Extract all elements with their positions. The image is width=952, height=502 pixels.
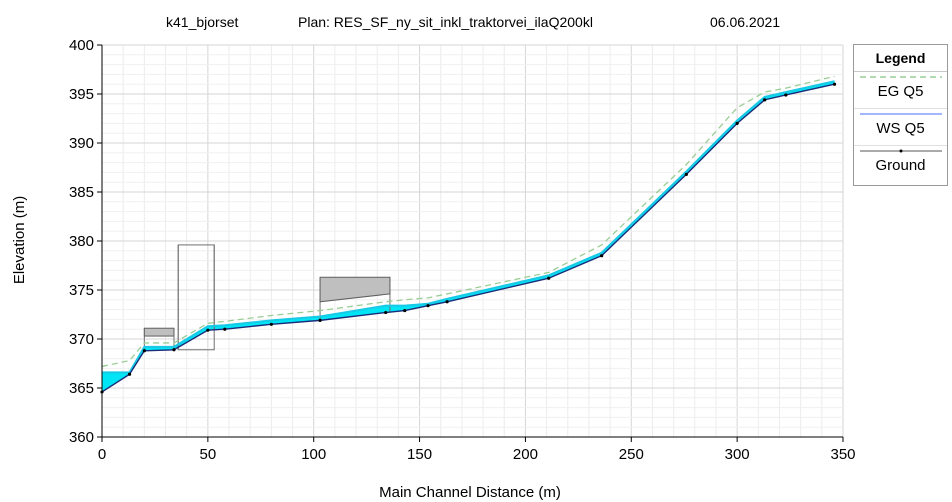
chart-title: k41_bjorset Plan: RES_SF_ny_sit_inkl_trak… [166,14,780,30]
legend-swatch-ws [860,113,942,115]
legend-label-ws: WS Q5 [876,120,925,137]
grid [101,44,844,438]
y-axis-label: Elevation (m) [11,196,28,284]
structure-deck [177,244,215,351]
ground-point [735,121,739,125]
ground-point [127,372,132,376]
x-tick-label: 200 [513,446,538,463]
x-tick-label: 150 [407,446,432,463]
series-lines [100,75,837,394]
x-tick-label: 0 [98,446,106,463]
y-tick-label: 390 [69,135,94,152]
ground-point [445,300,449,304]
x-tick-label: 50 [200,446,217,463]
chart-title-part-2: 06.06.2021 [710,14,780,30]
legend-label-ground: Ground [875,157,926,174]
ground-point [784,93,788,97]
legend-label-eg: EG Q5 [877,83,924,100]
x-tick-label: 250 [619,446,644,463]
water-fill [102,81,835,392]
ground-point [384,310,388,315]
legend-item-eg: EG Q5 [854,72,947,109]
y-tick-label: 360 [69,429,94,446]
ground-point [547,276,551,280]
legend-swatch-ground [860,149,942,153]
legend-swatch-eg [860,76,942,78]
y-tick-label: 370 [69,331,94,348]
structure-deck [143,327,175,337]
series-line-ground [101,83,835,393]
legend: Legend EG Q5 WS Q5 Ground [853,44,948,186]
ground-point [600,254,604,258]
tick-labels: 0 50 100 150 200 250 300 350 360 365 370 375 380 385 3… [69,37,856,463]
x-tick-label: 100 [301,446,326,463]
y-tick-label: 385 [69,184,94,201]
series-line-ws [102,80,835,374]
y-tick-label: 375 [69,282,94,299]
water-surface-fill [102,81,835,392]
axes [97,44,844,442]
ground-point [684,172,688,176]
ground-point [403,308,407,313]
x-axis-label: Main Channel Distance (m) [379,484,561,501]
legend-title: Legend [854,45,947,72]
ground-point [269,322,273,326]
ground-point [223,327,227,331]
chart-title-part-0: k41_bjorset [166,14,238,30]
y-tick-label: 380 [69,233,94,250]
structures [143,244,391,351]
ground-point [318,318,322,322]
y-tick-label: 400 [69,37,94,54]
structure-deck [319,276,391,303]
ground-point [142,349,146,353]
chart-title-part-1: Plan: RES_SF_ny_sit_inkl_traktorvei_ilaQ… [298,14,593,30]
ground-point [206,328,210,332]
ground-point [832,82,837,86]
ground-point [426,304,430,308]
x-tick-label: 350 [830,446,855,463]
x-tick-label: 300 [725,446,750,463]
ground-point [172,348,176,352]
series-line-eg [101,75,835,368]
y-tick-label: 395 [69,86,94,103]
y-tick-label: 365 [69,380,94,397]
legend-item-ground: Ground [854,146,947,183]
legend-item-ws: WS Q5 [854,109,947,146]
ground-point [763,98,767,102]
